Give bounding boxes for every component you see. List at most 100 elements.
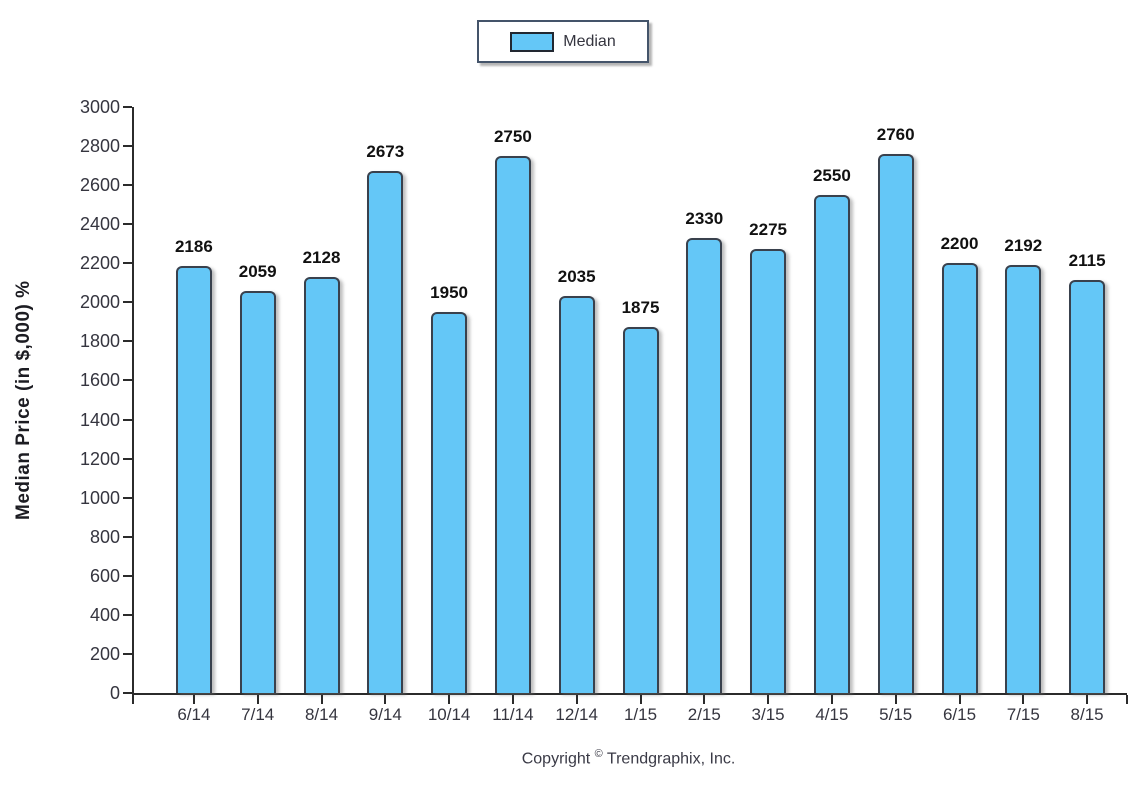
- bar-value-label: 2550: [812, 165, 851, 185]
- bar-8/14: [303, 277, 340, 693]
- x-axis-tick-label: 2/15: [687, 705, 721, 724]
- y-axis-tick: [123, 692, 132, 694]
- bar-value-label: 2128: [302, 248, 341, 268]
- x-axis-tick-label: 11/14: [492, 705, 534, 724]
- y-axis-tick: [123, 379, 132, 382]
- x-axis-tick-label: 8/15: [1070, 705, 1104, 724]
- y-axis-tick-label: 1000: [79, 487, 120, 508]
- copyright-text: Copyright © Trendgraphix, Inc.: [132, 748, 1125, 768]
- y-axis-tick: [123, 301, 132, 304]
- bar-3/15: [750, 248, 787, 693]
- x-axis-tick: [1022, 695, 1025, 704]
- bar-2/15: [686, 237, 723, 693]
- y-axis-tick-label: 2200: [79, 253, 120, 274]
- x-axis-end-tick: [1126, 695, 1128, 704]
- bar-1/15: [622, 326, 659, 693]
- bar-value-label: 2115: [1068, 250, 1106, 270]
- x-axis-tick: [448, 695, 451, 704]
- x-axis-tick-label: 7/14: [241, 705, 275, 724]
- x-axis-tick: [511, 695, 514, 704]
- x-axis-end-tick: [132, 695, 134, 704]
- x-axis-tick-label: 10/14: [427, 705, 471, 724]
- x-axis-tick-label: 7/15: [1006, 705, 1040, 724]
- x-axis-tick: [256, 695, 259, 704]
- x-axis-tick: [639, 695, 642, 704]
- y-axis-tick-label: 1800: [79, 331, 120, 352]
- y-axis-tick-label: 2600: [79, 175, 120, 196]
- legend-swatch-median: [510, 31, 555, 52]
- bar-6/14: [175, 266, 212, 693]
- bar-8/15: [1069, 279, 1106, 693]
- bar-value-label: 1950: [430, 283, 468, 303]
- bar-value-label: 2275: [749, 219, 787, 239]
- x-axis-tick: [894, 695, 897, 704]
- bar-value-label: 2186: [174, 237, 213, 257]
- copyright-symbol: ©: [594, 748, 603, 760]
- y-axis-tick-label: 1600: [79, 370, 120, 391]
- x-axis-tick: [767, 695, 770, 704]
- bar-value-label: 2673: [366, 141, 405, 161]
- bar-10/14: [431, 312, 468, 693]
- bar-value-label: 1875: [621, 297, 660, 317]
- plot-area: 0 200 400 600 800 1000 1200 1400 1600 1800 2000 220…: [80, 97, 1128, 724]
- bar-value-label: 2330: [685, 208, 724, 228]
- x-axis-tick: [958, 695, 961, 704]
- y-axis-tick: [123, 262, 132, 265]
- bar-value-label: 2035: [557, 266, 596, 286]
- y-axis-tick: [123, 652, 132, 655]
- y-axis-tick: [123, 184, 132, 187]
- y-axis-tick-label: 200: [89, 643, 120, 664]
- y-axis-tick-label: 2400: [79, 214, 120, 235]
- x-axis-tick-label: 9/14: [368, 705, 402, 724]
- x-axis-tick-label: 12/14: [555, 705, 598, 724]
- x-axis-tick: [830, 695, 833, 704]
- y-axis-tick: [123, 223, 132, 226]
- y-axis-tick-label: 0: [109, 683, 120, 703]
- bar-value-label: 2192: [1004, 235, 1043, 255]
- bar-6/15: [941, 263, 978, 693]
- bar-4/15: [813, 194, 850, 693]
- x-axis-tick-label: 1/15: [623, 705, 658, 724]
- y-axis-tick-label: 3000: [79, 97, 120, 117]
- bar-9/14: [367, 170, 404, 693]
- bar-7/14: [239, 290, 276, 693]
- bar-value-label: 2750: [493, 126, 532, 146]
- y-axis-tick: [123, 613, 132, 616]
- y-axis-tick-label: 600: [89, 565, 120, 586]
- x-axis-tick: [575, 695, 578, 704]
- y-axis-tick: [123, 535, 132, 538]
- x-axis-tick-label: 8/14: [304, 705, 339, 724]
- y-axis-tick-label: 1200: [79, 448, 120, 469]
- x-axis-tick-label: 4/15: [815, 705, 849, 724]
- y-axis-tick-label: 2000: [79, 292, 120, 313]
- bar-value-label: 2059: [238, 261, 277, 281]
- x-axis-tick-label: 5/15: [879, 705, 913, 724]
- copyright-prefix: Copyright: [521, 750, 591, 768]
- y-axis-tick-label: 2800: [79, 136, 120, 157]
- y-axis-tick: [123, 457, 132, 460]
- y-axis-title: Median Price (in $,000) %: [13, 280, 34, 520]
- x-axis-tick: [192, 695, 195, 704]
- x-axis-tick-label: 3/15: [751, 705, 785, 724]
- y-axis-tick: [123, 418, 132, 421]
- bar-5/15: [877, 153, 914, 693]
- y-axis-tick-label: 1400: [79, 409, 120, 430]
- x-axis-tick: [1086, 695, 1089, 704]
- y-axis-tick: [123, 145, 132, 148]
- y-axis-tick: [123, 574, 132, 577]
- bar-value-label: 2760: [876, 124, 915, 144]
- bar-7/15: [1005, 264, 1042, 693]
- chart-legend: Median: [477, 20, 649, 63]
- x-axis-tick-label: 6/15: [942, 705, 977, 724]
- bar-value-label: 2200: [940, 234, 979, 254]
- x-axis-tick: [320, 695, 323, 704]
- y-axis-tick: [123, 496, 132, 499]
- y-axis-tick: [123, 106, 132, 108]
- x-axis-tick: [703, 695, 706, 704]
- x-axis-tick-label: 6/14: [177, 705, 211, 724]
- y-axis-tick: [123, 340, 132, 343]
- x-axis-tick: [384, 695, 387, 704]
- copyright-suffix: Trendgraphix, Inc.: [606, 750, 736, 768]
- bar-12/14: [558, 295, 595, 693]
